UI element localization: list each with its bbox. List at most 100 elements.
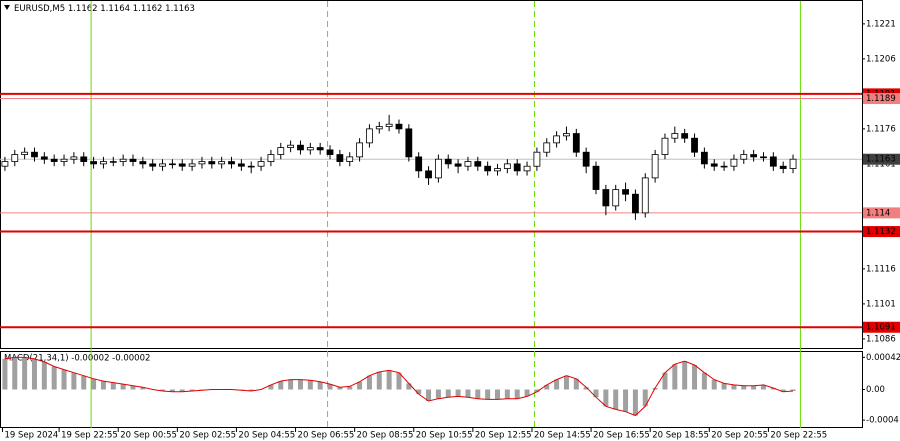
candle-body — [168, 163, 176, 166]
candle-body — [582, 151, 590, 167]
candle-body — [100, 161, 107, 165]
y-tick-label: 0.00042 — [866, 353, 900, 363]
candle-body — [11, 154, 19, 162]
candle-body — [1, 161, 9, 167]
candle-body — [188, 163, 196, 167]
candle-body — [149, 163, 157, 167]
chart-header: EURUSD,M5 1.1162 1.1164 1.1162 1.1163 — [14, 4, 195, 14]
candle-body — [750, 154, 758, 158]
candle-body — [444, 158, 452, 165]
candle-body — [139, 161, 147, 165]
candle-body — [740, 154, 748, 160]
candle-body — [356, 142, 363, 158]
candle-body — [760, 156, 767, 159]
y-tick-label: -0.0004 — [866, 416, 899, 426]
level-label: 1.1132 — [866, 227, 896, 237]
candle-body — [434, 158, 442, 179]
candle-body — [375, 126, 383, 130]
candle-body — [632, 193, 639, 214]
candle-body — [336, 154, 344, 162]
candle-body — [119, 158, 127, 162]
x-tick-label: 20 Sep 22:55 — [770, 431, 827, 441]
candle-body — [602, 189, 610, 207]
candle-body — [533, 151, 541, 167]
x-tick-label: 19 Sep 22:55 — [61, 431, 118, 441]
candle-body — [218, 161, 226, 165]
candle-body — [208, 161, 216, 165]
y-tick-label: 1.1116 — [866, 264, 896, 274]
x-tick-label: 19 Sep 2024 — [4, 431, 58, 441]
x-tick-label: 20 Sep 12:55 — [475, 431, 532, 441]
candle-body — [651, 154, 659, 179]
level-label-box — [863, 226, 900, 238]
candle-body — [612, 189, 620, 207]
candle-body — [40, 156, 48, 160]
x-tick-label: 20 Sep 14:55 — [534, 431, 591, 441]
y-tick-label: 1.1206 — [866, 54, 896, 64]
candle-body — [769, 156, 777, 167]
candle-body — [415, 156, 423, 172]
candle-body — [198, 161, 206, 165]
candle-body — [572, 133, 580, 153]
candle-body — [543, 142, 551, 153]
candle-body — [80, 156, 88, 162]
candle-body — [287, 144, 295, 148]
candle-body — [395, 123, 403, 130]
candle-body — [50, 158, 58, 162]
candle-body — [454, 163, 462, 167]
y-tick-label: 1.1221 — [866, 19, 896, 29]
candle-body — [90, 161, 97, 165]
candle-body — [691, 137, 698, 153]
x-tick-label: 20 Sep 04:55 — [238, 431, 295, 441]
level-label-box — [863, 321, 900, 333]
candle-body — [622, 189, 629, 195]
macd-signal — [4, 356, 794, 417]
candle-body — [641, 177, 649, 214]
candle-body — [553, 135, 561, 144]
y-tick-label: 0.00 — [866, 385, 885, 395]
candle-body — [720, 165, 728, 168]
candle-body — [306, 147, 314, 151]
x-tick-label: 20 Sep 10:55 — [416, 431, 473, 441]
candle-body — [592, 165, 600, 190]
candle-body — [21, 151, 29, 155]
candle-body — [297, 144, 304, 151]
candle-body — [779, 165, 787, 169]
open-price: 1.1162 — [68, 4, 98, 14]
level-label-box — [863, 93, 900, 105]
candle-body — [425, 170, 432, 179]
candle-body — [346, 156, 354, 162]
candle-body — [464, 161, 472, 167]
candle-body — [109, 161, 117, 163]
x-tick-label: 20 Sep 00:55 — [120, 431, 177, 441]
candle-body — [513, 163, 521, 172]
menu-triangle[interactable] — [4, 5, 10, 10]
candle-body — [70, 156, 78, 160]
level-label: 1.1091 — [866, 323, 896, 333]
candle-body — [563, 133, 570, 137]
candle-body — [31, 151, 38, 158]
x-tick-label: 20 Sep 20:55 — [711, 431, 768, 441]
level-label: 1.1189 — [866, 94, 896, 104]
candle-body — [730, 158, 738, 167]
close-price: 1.1163 — [165, 4, 195, 14]
candle-body — [129, 158, 137, 162]
candle-body — [178, 163, 186, 167]
candle-body — [789, 158, 797, 169]
candle-body — [700, 151, 708, 165]
candle-body — [503, 163, 511, 169]
candle-body — [228, 161, 235, 165]
candle-body — [710, 163, 718, 167]
candle-body — [326, 149, 334, 155]
candle-body — [405, 128, 413, 158]
x-tick-label: 20 Sep 02:55 — [179, 431, 236, 441]
candle-body — [267, 154, 275, 162]
level-label-box — [863, 207, 900, 219]
y-tick-label: 1.1101 — [866, 299, 896, 309]
candle-body — [237, 163, 245, 167]
candle-body — [484, 165, 492, 172]
x-tick-label: 20 Sep 06:55 — [298, 431, 355, 441]
y-tick-label: 1.1176 — [866, 124, 896, 134]
x-tick-label: 20 Sep 18:55 — [652, 431, 709, 441]
